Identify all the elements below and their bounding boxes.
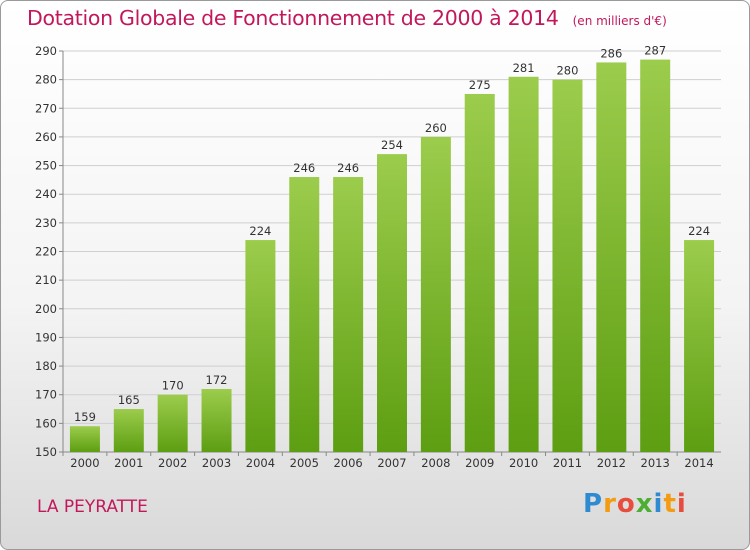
x-tick-label: 2000 — [70, 456, 99, 470]
bar-value-label: 170 — [162, 379, 184, 393]
bar-value-label: 286 — [600, 46, 622, 60]
bar-chart: 150 160 170 180 190 200 210 220 230 240 250 260 270 2… — [35, 44, 721, 470]
x-tick-label: 2009 — [465, 456, 494, 470]
bar — [377, 154, 407, 452]
bar — [464, 93, 495, 452]
bar — [684, 240, 715, 452]
bar-value-label: 224 — [249, 224, 271, 238]
bar — [245, 240, 276, 452]
bar — [596, 62, 627, 452]
proxiti-logo: Proxiti — [583, 489, 687, 519]
x-tick-label: 2003 — [202, 456, 231, 470]
bar-value-label: 275 — [469, 78, 491, 92]
bar-value-label: 172 — [206, 373, 228, 387]
chart-title-text: Dotation Globale de Fonctionnement de 20… — [27, 6, 559, 30]
y-tick-label: 200 — [35, 302, 57, 316]
bar-value-label: 165 — [118, 393, 140, 407]
y-tick-label: 150 — [35, 445, 57, 459]
logo-letter: i — [676, 489, 687, 519]
y-tick-label: 240 — [35, 187, 57, 201]
logo-letter: r — [603, 489, 617, 519]
bar — [113, 409, 144, 452]
bar — [333, 177, 364, 452]
bar-value-label: 280 — [556, 64, 578, 78]
y-tick-label: 260 — [35, 130, 57, 144]
x-tick-label: 2013 — [641, 456, 670, 470]
bar-value-label: 287 — [644, 44, 666, 58]
logo-letter: P — [583, 489, 604, 519]
bar-value-label: 260 — [425, 121, 447, 135]
logo-letter: x — [635, 489, 654, 519]
bar-value-label: 246 — [293, 161, 315, 175]
x-tick-label: 2005 — [290, 456, 319, 470]
logo-letter: o — [616, 489, 636, 519]
y-tick-label: 220 — [35, 245, 57, 259]
bar — [201, 388, 232, 452]
y-tick-label: 210 — [35, 273, 57, 287]
x-tick-label: 2014 — [684, 456, 713, 470]
bar — [420, 136, 451, 452]
x-tick-label: 2011 — [553, 456, 582, 470]
logo-letter: i — [653, 489, 664, 519]
y-tick-label: 160 — [35, 416, 57, 430]
y-tick-label: 290 — [35, 44, 57, 58]
bar — [508, 76, 539, 453]
bar-value-label: 224 — [688, 224, 710, 238]
y-tick-label: 250 — [35, 159, 57, 173]
x-tick-label: 2001 — [114, 456, 143, 470]
bar-value-label: 246 — [337, 161, 359, 175]
x-tick-label: 2008 — [421, 456, 450, 470]
commune-name: LA PEYRATTE — [37, 497, 148, 517]
bar — [157, 394, 188, 452]
bar — [289, 177, 320, 452]
bar — [640, 59, 671, 452]
x-tick-label: 2002 — [158, 456, 187, 470]
x-tick-label: 2004 — [246, 456, 275, 470]
chart-unit: (en milliers d'€) — [572, 14, 667, 28]
chart-title: Dotation Globale de Fonctionnement de 20… — [27, 6, 667, 30]
y-tick-label: 230 — [35, 216, 57, 230]
bar — [69, 426, 100, 452]
x-tick-label: 2012 — [597, 456, 626, 470]
y-tick-label: 270 — [35, 101, 57, 115]
y-tick-label: 280 — [35, 73, 57, 87]
bar-value-label: 281 — [513, 61, 535, 75]
bar — [552, 79, 583, 453]
y-tick-label: 190 — [35, 330, 57, 344]
x-tick-label: 2010 — [509, 456, 538, 470]
y-tick-label: 180 — [35, 359, 57, 373]
x-tick-label: 2007 — [377, 456, 406, 470]
bar-value-label: 254 — [381, 138, 403, 152]
logo-letter: t — [663, 489, 677, 519]
y-tick-label: 170 — [35, 388, 57, 402]
bar-value-label: 159 — [74, 410, 96, 424]
x-tick-label: 2006 — [333, 456, 362, 470]
